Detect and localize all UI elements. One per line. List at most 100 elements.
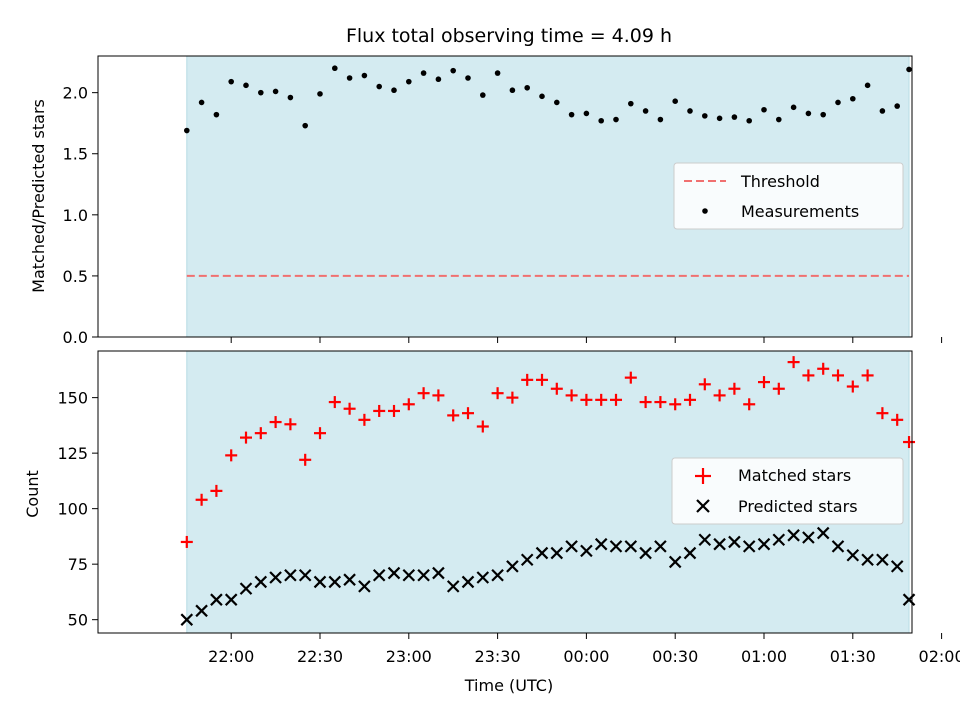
matched-star-point: [195, 493, 208, 506]
measurement-point: [850, 95, 856, 102]
matched-star-point: [698, 378, 711, 391]
measurement-point: [716, 115, 723, 122]
measurement-point: [554, 99, 560, 106]
measurement-point: [864, 82, 871, 89]
predicted-star-point: [358, 580, 371, 593]
matched-star-point: [713, 389, 726, 402]
measurement-point: [613, 116, 619, 123]
measurement-point: [243, 82, 249, 89]
measurement-point: [672, 98, 678, 105]
top-y-tick-label: 0.5: [63, 267, 88, 286]
measurement-point: [835, 99, 841, 106]
predicted-legend-marker: [696, 499, 710, 513]
measurement-point: [435, 76, 442, 83]
bottom-y-axis: 50 75 100 125 150: [57, 389, 98, 630]
bot-y-tick-label: 150: [57, 389, 88, 408]
predicted-star-point: [239, 582, 253, 595]
predicted-star-point: [698, 533, 712, 547]
measurement-point: [657, 116, 664, 123]
matched-star-point: [758, 376, 770, 389]
matched-star-point: [388, 404, 400, 417]
predicted-star-point: [284, 568, 297, 582]
measurement-point: [746, 117, 752, 124]
predicted-star-point: [902, 593, 916, 606]
x-tick-label: 01:30: [830, 647, 876, 666]
predicted-star-point: [624, 540, 638, 553]
top-y-axis: 0.0 0.5 1.0 1.5 2.0: [63, 84, 98, 347]
predicted-star-point: [831, 540, 845, 553]
matched-star-point: [891, 413, 904, 426]
measurement-point: [805, 110, 812, 117]
matched-star-point: [491, 387, 504, 400]
predicted-star-point: [387, 566, 401, 580]
predicted-star-point: [668, 555, 682, 569]
measurement-point: [213, 111, 220, 118]
measurement-point: [465, 75, 471, 81]
top-legend: Threshold Measurements: [673, 162, 904, 230]
predicted-star-point: [520, 553, 534, 567]
matched-star-point: [802, 369, 815, 382]
measurement-point: [687, 108, 693, 114]
measurement-point: [302, 122, 309, 129]
top-legend-box: [673, 162, 904, 230]
bot-y-tick-label: 75: [68, 555, 88, 574]
predicted-star-point: [506, 560, 519, 573]
matched-star-point: [639, 396, 652, 409]
matched-star-point: [772, 382, 785, 395]
predicted-star-point: [550, 546, 564, 560]
bottom-plot-area: [97, 350, 916, 634]
measurement-point: [702, 113, 708, 119]
x-tick-label: 22:30: [297, 647, 343, 666]
predicted-star-point: [580, 544, 593, 558]
matched-star-point: [373, 404, 386, 417]
x-axis-label: Time (UTC): [464, 676, 553, 695]
measurement-point: [480, 92, 486, 98]
bot-y-tick-label: 100: [57, 500, 88, 519]
x-tick-label: 23:30: [475, 647, 521, 666]
matched-star-point: [536, 373, 548, 386]
matched-star-point: [506, 391, 519, 404]
measurement-point: [731, 114, 738, 120]
predicted-star-point: [846, 549, 860, 562]
measurement-point: [406, 78, 412, 85]
predicted-star-point: [742, 540, 756, 553]
predicted-star-point: [876, 553, 889, 567]
matched-star-point: [476, 420, 489, 433]
predicted-star-point: [772, 533, 786, 547]
matched-star-point: [254, 427, 267, 440]
bottom-legend: Matched stars Predicted stars: [671, 457, 904, 525]
predicted-star-point: [446, 580, 460, 593]
predicted-star-point: [890, 560, 904, 573]
top-y-tick-label: 0.0: [63, 328, 88, 347]
matched-star-point: [624, 371, 637, 384]
measurement-point: [198, 99, 205, 106]
x-tick-label: 02:00: [919, 647, 960, 666]
predicted-star-point: [402, 568, 416, 582]
predicted-star-point: [609, 540, 623, 553]
bottom-x-axis: 22:00 22:30 23:00 23:30 00:00 00:30 01:00 01:30…: [208, 633, 960, 666]
measurement-point: [539, 93, 545, 100]
measurement-point: [776, 116, 782, 123]
matched-star-point: [210, 484, 223, 497]
matched-star-point: [432, 389, 445, 402]
top-y-tick-label: 1.5: [63, 145, 88, 164]
predicted-star-point: [728, 535, 741, 549]
measurement-point: [524, 84, 530, 91]
matched-star-point: [832, 369, 844, 382]
matched-star-point: [284, 418, 297, 431]
matched-star-point: [299, 453, 312, 466]
bot-y-tick-label: 50: [68, 611, 88, 630]
predicted-star-point: [787, 529, 800, 542]
predicted-star-point: [683, 546, 697, 560]
matched-star-point: [417, 387, 430, 400]
x-tick-label: 23:00: [386, 647, 432, 666]
predicted-star-point: [816, 526, 830, 540]
matched-star-point: [669, 398, 682, 411]
matched-star-point: [462, 407, 474, 420]
measurement-point: [894, 103, 900, 109]
top-y-axis-label: Matched/Predicted stars: [29, 99, 48, 293]
predicted-star-point: [861, 553, 874, 567]
matched-star-point: [684, 393, 696, 406]
measurement-point: [420, 70, 427, 76]
chart-title: Flux total observing time = 4.09 h: [346, 25, 672, 47]
